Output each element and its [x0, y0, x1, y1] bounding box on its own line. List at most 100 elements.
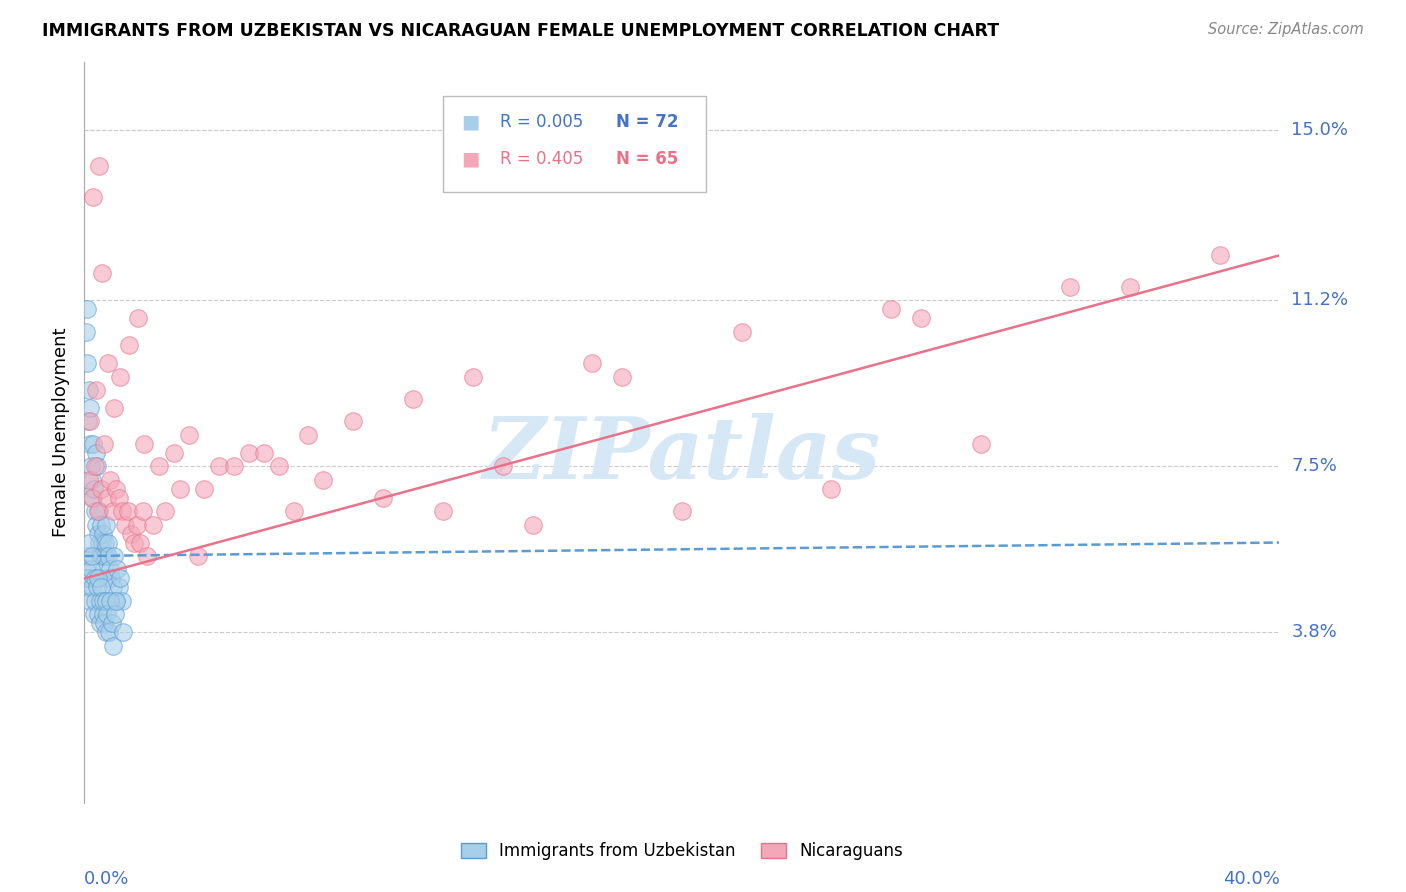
Point	[671, 504, 693, 518]
Text: 15.0%: 15.0%	[1292, 120, 1348, 139]
Legend: Immigrants from Uzbekistan, Nicaraguans: Immigrants from Uzbekistan, Nicaraguans	[453, 834, 911, 869]
Point	[120, 526, 142, 541]
Text: ZIPatlas: ZIPatlas	[482, 413, 882, 497]
Point	[112, 625, 135, 640]
Point	[103, 639, 125, 653]
Point	[342, 414, 364, 428]
Point	[97, 356, 120, 370]
Point	[79, 562, 101, 576]
Point	[1059, 280, 1081, 294]
Point	[193, 482, 215, 496]
Point	[77, 383, 100, 397]
Point	[880, 302, 903, 317]
Point	[79, 414, 101, 428]
Point	[127, 311, 149, 326]
Point	[177, 428, 200, 442]
Point	[373, 491, 395, 505]
Point	[105, 594, 128, 608]
Point	[104, 607, 127, 622]
Point	[75, 571, 97, 585]
FancyBboxPatch shape	[443, 95, 706, 192]
Point	[222, 459, 245, 474]
Point	[91, 526, 114, 541]
Point	[93, 594, 115, 608]
Point	[101, 616, 124, 631]
Point	[76, 549, 98, 563]
Text: 3.8%: 3.8%	[1292, 624, 1337, 641]
Text: R = 0.405: R = 0.405	[501, 150, 583, 168]
Point	[91, 266, 114, 280]
Point	[267, 459, 290, 474]
Point	[136, 549, 159, 563]
Point	[83, 459, 105, 474]
Point	[77, 414, 100, 428]
Point	[910, 311, 932, 326]
Point	[90, 482, 112, 496]
Point	[84, 446, 107, 460]
Point	[94, 625, 117, 640]
Point	[1119, 280, 1142, 294]
Point	[103, 401, 125, 415]
Point	[76, 356, 98, 370]
Point	[83, 504, 105, 518]
Point	[98, 562, 121, 576]
Point	[98, 594, 121, 608]
Point	[612, 369, 634, 384]
Point	[148, 459, 170, 474]
Point	[90, 581, 112, 595]
Point	[107, 491, 129, 505]
Point	[105, 562, 128, 576]
Point	[731, 325, 754, 339]
Text: IMMIGRANTS FROM UZBEKISTAN VS NICARAGUAN FEMALE UNEMPLOYMENT CORRELATION CHART: IMMIGRANTS FROM UZBEKISTAN VS NICARAGUAN…	[42, 22, 1000, 40]
Point	[84, 594, 107, 608]
Point	[1209, 248, 1232, 262]
Point	[297, 428, 319, 442]
Text: 11.2%: 11.2%	[1292, 292, 1348, 310]
Point	[80, 473, 103, 487]
Point	[83, 571, 105, 585]
Text: Source: ZipAtlas.com: Source: ZipAtlas.com	[1208, 22, 1364, 37]
Text: R = 0.005: R = 0.005	[501, 112, 583, 130]
Point	[253, 446, 276, 460]
Point	[82, 549, 104, 563]
Point	[142, 517, 165, 532]
Point	[76, 581, 98, 595]
Point	[101, 504, 124, 518]
Point	[312, 473, 335, 487]
Point	[238, 446, 260, 460]
Point	[83, 482, 105, 496]
Point	[153, 504, 176, 518]
Point	[87, 526, 110, 541]
Point	[98, 473, 121, 487]
Point	[96, 571, 118, 585]
Text: 7.5%: 7.5%	[1292, 458, 1337, 475]
Point	[114, 517, 136, 532]
Point	[89, 616, 111, 631]
Point	[82, 491, 104, 505]
Point	[75, 562, 97, 576]
Point	[283, 504, 305, 518]
Point	[76, 302, 98, 317]
Point	[79, 594, 101, 608]
Point	[111, 594, 134, 608]
Point	[461, 369, 484, 384]
Point	[86, 517, 108, 532]
Point	[91, 607, 114, 622]
Point	[86, 607, 108, 622]
Point	[89, 504, 111, 518]
Point	[104, 482, 127, 496]
Point	[96, 594, 118, 608]
Point	[104, 594, 127, 608]
Text: ■: ■	[461, 112, 479, 131]
Point	[82, 190, 104, 204]
Point	[89, 549, 111, 563]
Text: ■: ■	[461, 149, 479, 169]
Text: N = 65: N = 65	[616, 150, 679, 168]
Point	[93, 616, 115, 631]
Point	[86, 383, 108, 397]
Point	[94, 549, 117, 563]
Point	[90, 535, 112, 549]
Point	[97, 549, 120, 563]
Point	[93, 437, 115, 451]
Point	[492, 459, 515, 474]
